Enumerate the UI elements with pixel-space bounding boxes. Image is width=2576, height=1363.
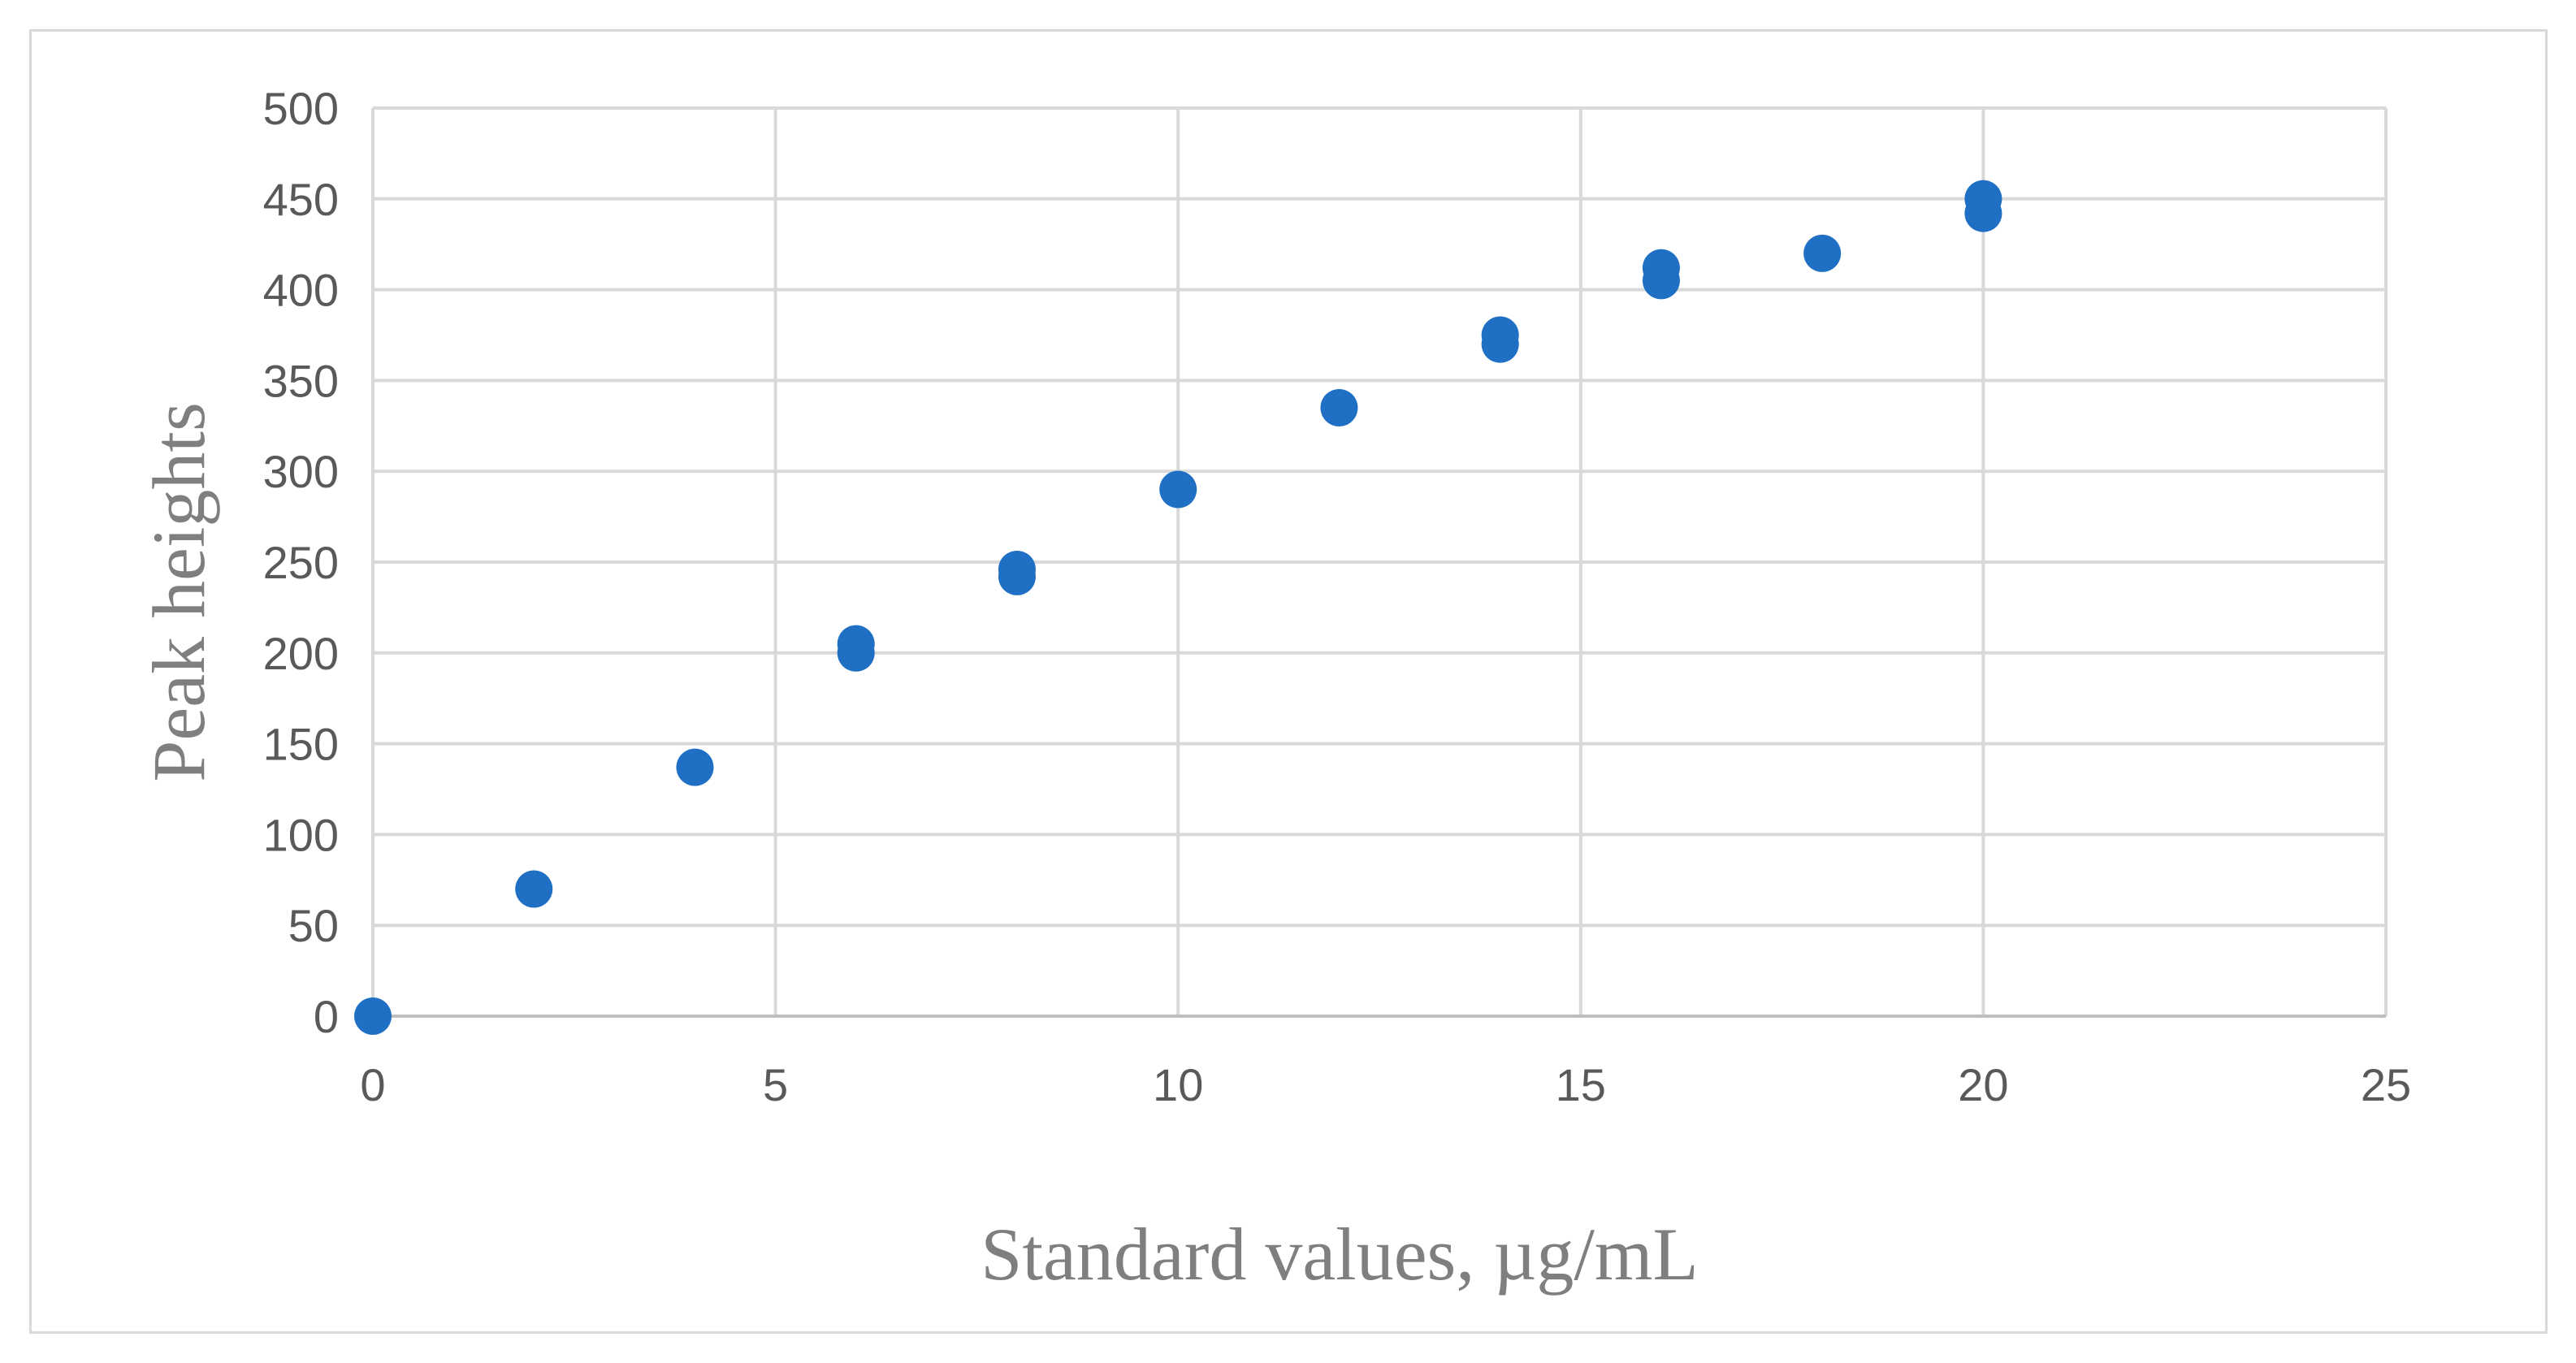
y-tick-label: 0 <box>314 991 339 1042</box>
data-point <box>1159 470 1197 508</box>
y-tick-label: 350 <box>263 355 339 406</box>
data-point <box>998 550 1036 588</box>
x-tick-label: 0 <box>360 1059 385 1110</box>
x-tick-label: 20 <box>1958 1059 2008 1110</box>
y-tick-label: 300 <box>263 446 339 497</box>
y-tick-label: 500 <box>263 83 339 134</box>
tick-labels: 0 50 100 150 200 250 300 350 400 450 500 0 5 10 15 20 25 <box>263 83 2412 1110</box>
data-point <box>1803 234 1842 272</box>
y-axis-title: Peak heights <box>137 402 220 782</box>
data-point <box>676 748 714 786</box>
y-tick-label: 150 <box>263 719 339 770</box>
x-tick-label: 25 <box>2361 1059 2411 1110</box>
chart-frame: 0 50 100 150 200 250 300 350 400 450 500 0 5 10 15 20 25… <box>29 29 2548 1334</box>
data-point <box>1642 249 1680 287</box>
data-point <box>837 625 875 663</box>
y-tick-label: 250 <box>263 537 339 588</box>
data-point <box>354 997 392 1035</box>
y-tick-label: 400 <box>263 265 339 316</box>
data-point <box>515 870 553 908</box>
scatter-chart: 0 50 100 150 200 250 300 350 400 450 500 0 5 10 15 20 25… <box>137 83 2412 1296</box>
y-tick-label: 450 <box>263 174 339 225</box>
data-point <box>1320 388 1358 426</box>
data-points <box>354 180 2002 1035</box>
x-axis-title: Standard values, µg/mL <box>981 1213 1698 1296</box>
x-tick-label: 5 <box>763 1059 788 1110</box>
y-tick-label: 200 <box>263 628 339 679</box>
gridlines <box>371 106 2388 1016</box>
y-tick-label: 100 <box>263 809 339 860</box>
data-point <box>1964 180 2002 218</box>
data-point <box>1481 316 1519 354</box>
y-tick-label: 50 <box>288 900 339 951</box>
x-tick-label: 10 <box>1153 1059 1203 1110</box>
x-tick-label: 15 <box>1556 1059 1606 1110</box>
